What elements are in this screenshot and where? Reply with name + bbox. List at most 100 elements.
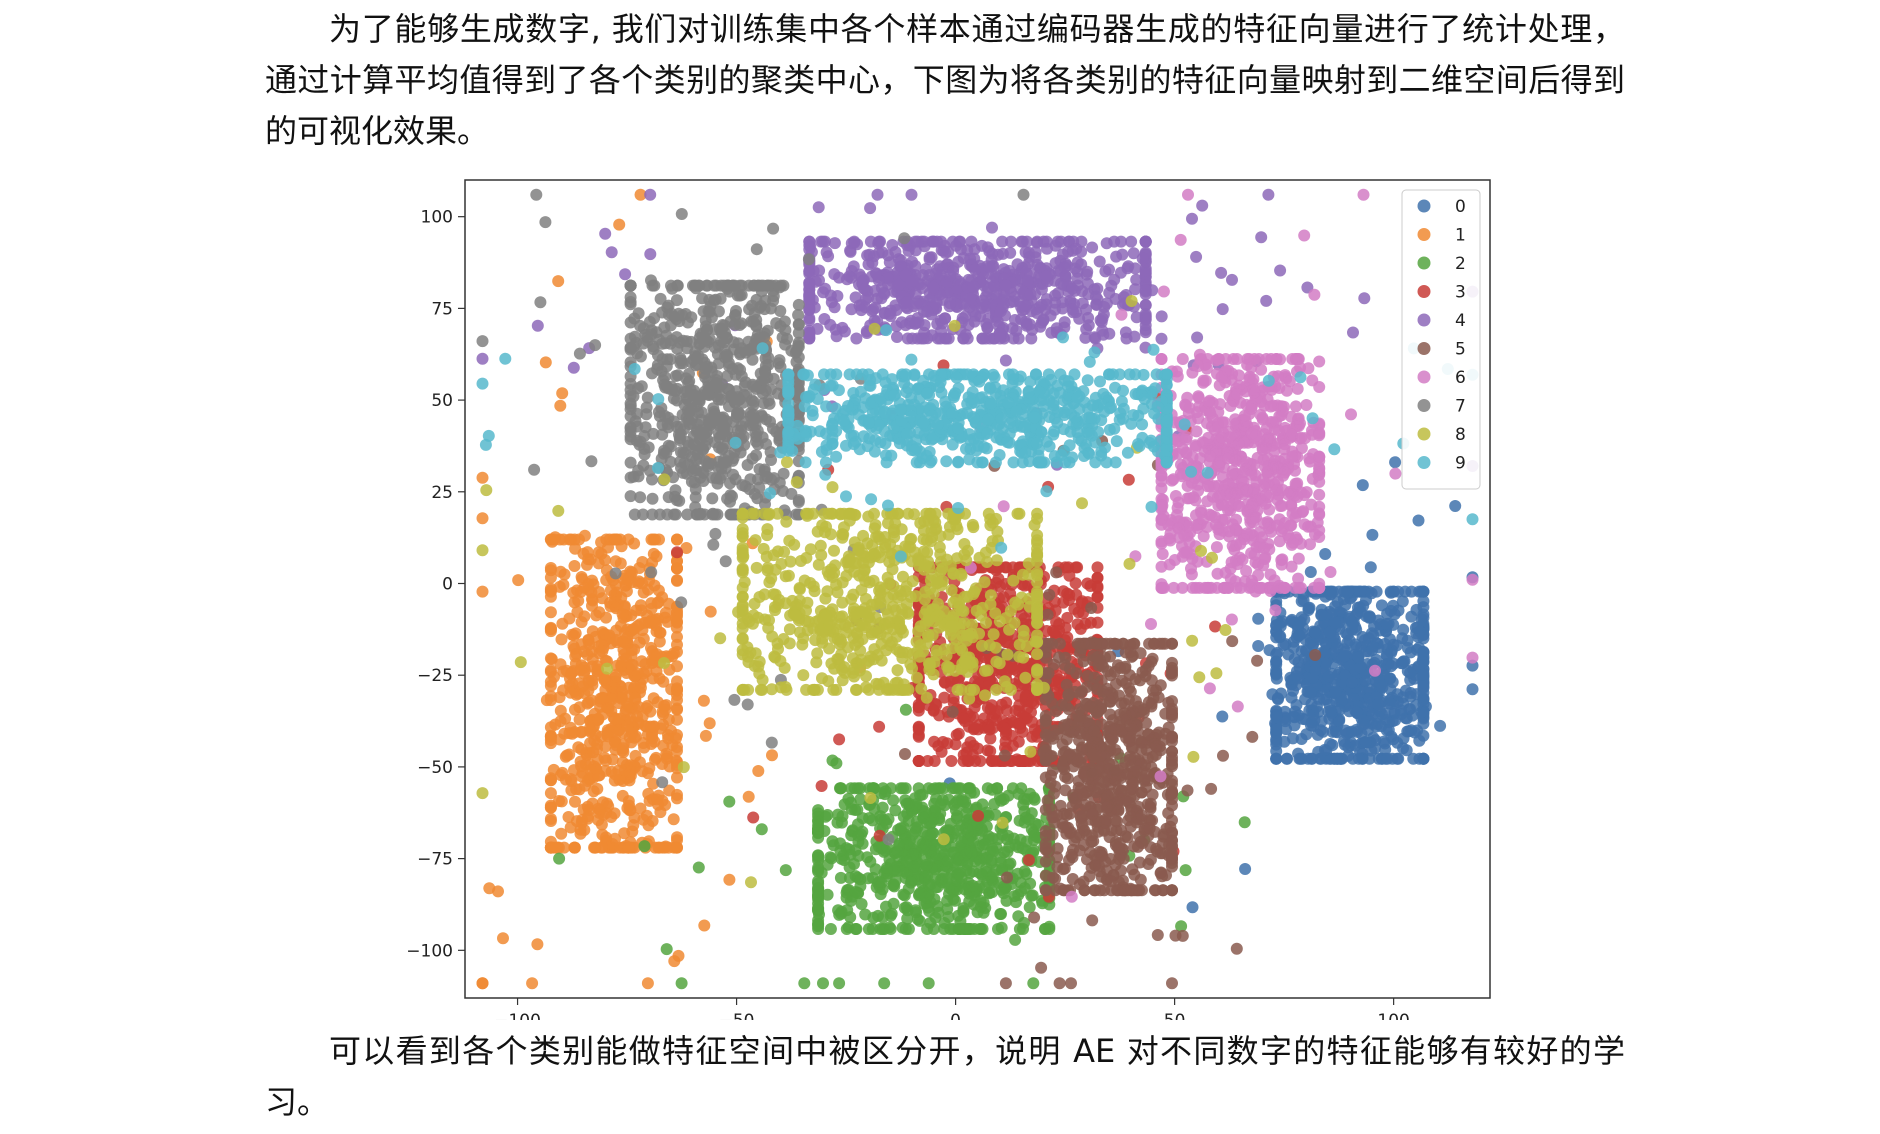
data-point — [929, 782, 942, 795]
data-point — [644, 248, 657, 261]
data-point — [824, 318, 837, 331]
data-point — [899, 703, 912, 716]
data-point — [609, 768, 622, 781]
data-point — [1274, 264, 1287, 277]
data-point — [895, 316, 908, 329]
data-point — [1363, 683, 1376, 696]
data-point — [1111, 815, 1123, 828]
data-point — [653, 635, 666, 648]
data-point — [586, 599, 598, 612]
data-point — [614, 533, 627, 546]
data-point — [1028, 911, 1041, 924]
data-point — [1366, 644, 1379, 657]
data-point — [671, 771, 683, 784]
data-point — [955, 835, 968, 848]
data-point — [927, 827, 940, 840]
data-point — [939, 246, 952, 259]
data-point — [1343, 610, 1356, 623]
data-point — [1401, 725, 1414, 738]
data-point — [1125, 650, 1138, 663]
data-point — [544, 571, 557, 584]
data-point — [564, 773, 577, 786]
data-point — [1395, 704, 1408, 717]
data-point — [1166, 760, 1178, 773]
data-point — [938, 691, 951, 704]
data-point — [1337, 593, 1350, 606]
data-point — [1080, 681, 1093, 693]
data-point — [605, 246, 618, 259]
data-point — [1028, 793, 1041, 806]
data-point — [920, 891, 933, 904]
data-point — [573, 533, 585, 546]
data-point — [592, 663, 605, 676]
data-point — [866, 814, 879, 827]
data-point — [1130, 816, 1143, 829]
data-point — [874, 923, 887, 935]
data-point — [544, 787, 557, 800]
data-point — [1270, 735, 1283, 748]
data-point — [1077, 655, 1090, 668]
data-point — [1280, 752, 1293, 765]
data-point — [1365, 587, 1378, 600]
data-point — [636, 765, 649, 778]
data-point — [547, 841, 560, 854]
data-point — [668, 955, 681, 968]
data-point — [1058, 316, 1071, 329]
data-point — [1098, 776, 1111, 789]
data-point — [1466, 651, 1479, 664]
data-point — [1046, 637, 1058, 650]
data-point — [1116, 248, 1129, 261]
data-point — [1338, 738, 1351, 751]
data-point — [1292, 672, 1305, 685]
data-point — [1146, 652, 1159, 665]
data-point — [1466, 683, 1479, 696]
data-point — [1404, 666, 1417, 679]
data-point — [1127, 637, 1140, 650]
data-point — [755, 823, 768, 836]
data-point — [599, 628, 612, 641]
data-point — [888, 864, 901, 877]
data-point — [919, 870, 932, 883]
data-point — [671, 792, 683, 805]
data-point — [828, 237, 841, 250]
data-point — [1300, 399, 1313, 411]
data-point — [1039, 884, 1052, 897]
data-point — [957, 712, 969, 725]
data-point — [1375, 599, 1388, 612]
data-point — [548, 670, 560, 683]
data-point — [573, 713, 586, 726]
data-point — [1222, 477, 1235, 490]
data-point — [559, 712, 572, 725]
data-point — [1345, 725, 1358, 738]
data-point — [1052, 287, 1065, 300]
data-point — [615, 692, 628, 705]
data-point — [1288, 719, 1301, 732]
data-point — [704, 605, 717, 618]
data-point — [747, 811, 760, 824]
data-point — [911, 235, 924, 248]
data-point — [1155, 866, 1168, 879]
data-point — [645, 597, 658, 610]
data-point — [1086, 241, 1099, 254]
data-point — [968, 722, 981, 734]
data-point — [853, 268, 866, 281]
data-point — [968, 315, 981, 328]
data-point — [955, 872, 968, 884]
data-point — [1305, 752, 1318, 765]
data-point — [1063, 594, 1075, 606]
data-point — [1302, 602, 1315, 615]
data-point — [897, 888, 910, 901]
data-point — [1238, 816, 1251, 829]
data-point — [660, 747, 673, 760]
data-point — [953, 923, 965, 935]
data-point — [1226, 635, 1239, 648]
data-point — [752, 765, 765, 777]
data-point — [1139, 235, 1152, 248]
data-point — [556, 387, 569, 400]
data-point — [1095, 637, 1108, 650]
data-point — [1328, 672, 1341, 685]
tsne-scatter-figure: −100−500501001007550250−25−50−75−1000123… — [390, 160, 1530, 1020]
data-point — [1298, 229, 1311, 242]
data-point — [1087, 835, 1100, 848]
data-point — [1270, 752, 1283, 765]
